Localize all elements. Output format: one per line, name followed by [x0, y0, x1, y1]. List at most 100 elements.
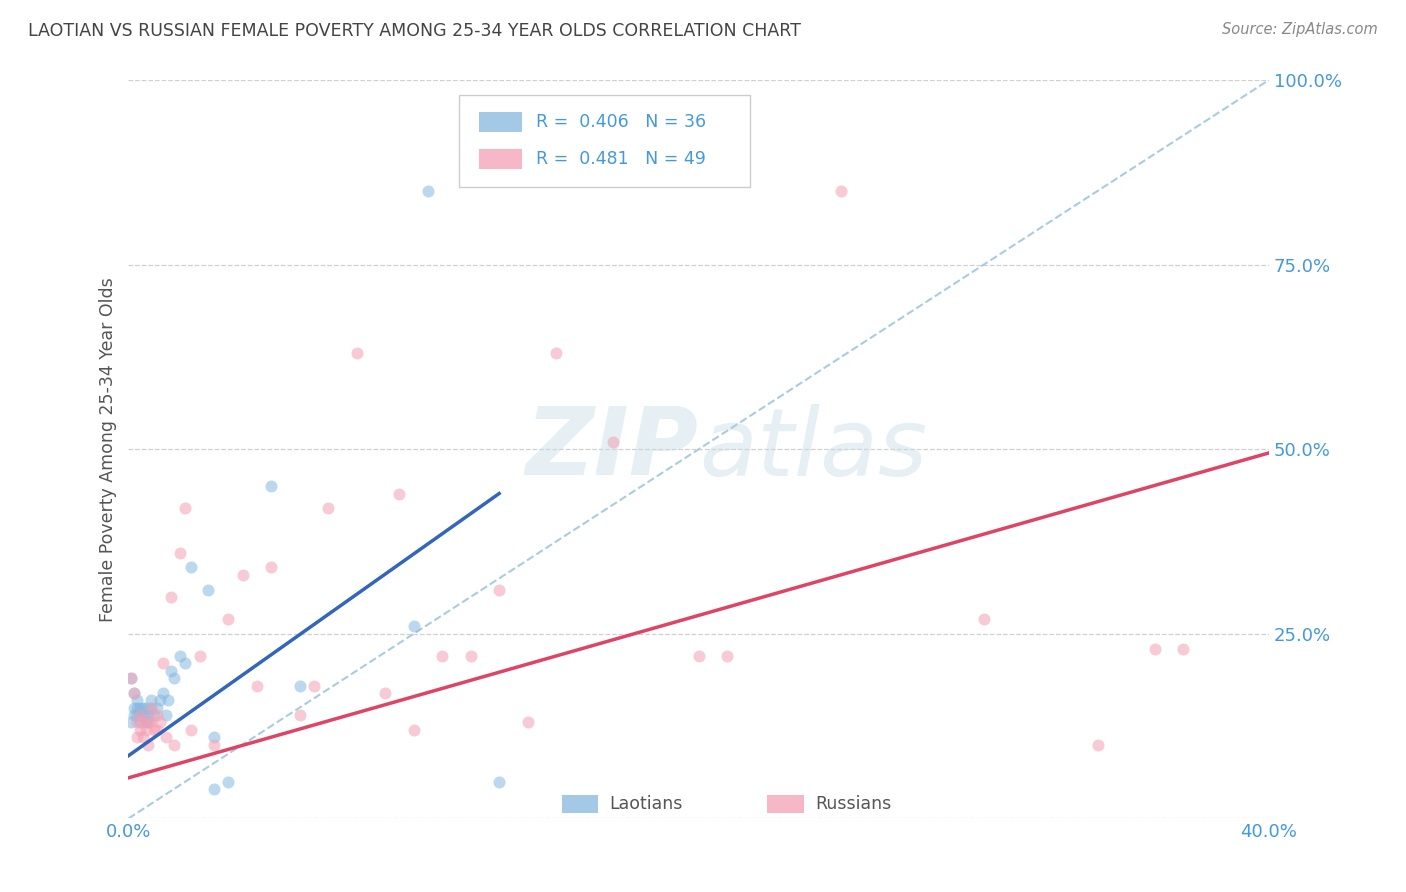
Point	[138, 715, 160, 730]
Point	[202, 738, 225, 752]
Point	[160, 590, 183, 604]
Point	[174, 501, 197, 516]
Point	[260, 560, 283, 574]
Point	[125, 708, 148, 723]
Point	[716, 648, 738, 663]
Text: Source: ZipAtlas.com: Source: ZipAtlas.com	[1222, 22, 1378, 37]
Point	[1173, 641, 1195, 656]
Point	[602, 434, 624, 449]
Point	[141, 693, 163, 707]
Point	[160, 664, 183, 678]
Text: Russians: Russians	[815, 795, 891, 813]
Point	[135, 715, 157, 730]
Point	[260, 479, 283, 493]
Point	[138, 738, 160, 752]
Point	[122, 700, 145, 714]
FancyBboxPatch shape	[768, 795, 804, 813]
Text: ZIP: ZIP	[526, 403, 699, 495]
Point	[246, 679, 269, 693]
Point	[174, 657, 197, 671]
Point	[346, 346, 368, 360]
Point	[152, 686, 174, 700]
Point	[546, 346, 568, 360]
Point	[120, 671, 142, 685]
Y-axis label: Female Poverty Among 25-34 Year Olds: Female Poverty Among 25-34 Year Olds	[100, 277, 117, 622]
Point	[155, 730, 177, 744]
Point	[231, 567, 253, 582]
Point	[132, 700, 155, 714]
Point	[688, 648, 710, 663]
Point	[141, 715, 163, 730]
Point	[180, 560, 202, 574]
Point	[132, 715, 155, 730]
Point	[135, 700, 157, 714]
Point	[125, 715, 148, 730]
Point	[141, 700, 163, 714]
Point	[132, 708, 155, 723]
Text: atlas: atlas	[699, 404, 927, 495]
Point	[128, 700, 150, 714]
Point	[402, 619, 425, 633]
Point	[125, 730, 148, 744]
Text: Laotians: Laotians	[610, 795, 683, 813]
Point	[316, 501, 339, 516]
FancyBboxPatch shape	[562, 795, 599, 813]
Point	[138, 715, 160, 730]
Point	[402, 723, 425, 737]
Point	[128, 715, 150, 730]
Point	[163, 738, 186, 752]
Point	[128, 708, 150, 723]
Text: R =  0.406   N = 36: R = 0.406 N = 36	[536, 113, 706, 131]
Point	[180, 723, 202, 737]
Point	[138, 708, 160, 723]
Point	[217, 612, 239, 626]
Point	[169, 648, 191, 663]
Point	[1143, 641, 1166, 656]
Point	[217, 774, 239, 789]
Point	[146, 708, 169, 723]
Point	[416, 184, 439, 198]
Point	[430, 648, 453, 663]
Text: LAOTIAN VS RUSSIAN FEMALE POVERTY AMONG 25-34 YEAR OLDS CORRELATION CHART: LAOTIAN VS RUSSIAN FEMALE POVERTY AMONG …	[28, 22, 801, 40]
Point	[288, 679, 311, 693]
Point	[125, 700, 148, 714]
Point	[143, 708, 166, 723]
Point	[152, 657, 174, 671]
Point	[125, 693, 148, 707]
Point	[202, 781, 225, 796]
Point	[155, 708, 177, 723]
Point	[516, 715, 538, 730]
Point	[202, 730, 225, 744]
Point	[1087, 738, 1109, 752]
Point	[143, 723, 166, 737]
Point	[302, 679, 325, 693]
Point	[188, 648, 211, 663]
FancyBboxPatch shape	[478, 112, 522, 132]
Point	[146, 723, 169, 737]
Point	[149, 715, 172, 730]
Point	[488, 774, 510, 789]
Point	[122, 708, 145, 723]
Point	[973, 612, 995, 626]
Point	[122, 686, 145, 700]
FancyBboxPatch shape	[478, 149, 522, 169]
Point	[374, 686, 396, 700]
Text: R =  0.481   N = 49: R = 0.481 N = 49	[536, 150, 706, 168]
Point	[120, 715, 142, 730]
Point	[132, 730, 155, 744]
Point	[120, 671, 142, 685]
Point	[149, 693, 172, 707]
Point	[128, 723, 150, 737]
Point	[128, 708, 150, 723]
Point	[288, 708, 311, 723]
Point	[169, 546, 191, 560]
FancyBboxPatch shape	[460, 95, 749, 187]
Point	[163, 671, 186, 685]
Point	[135, 723, 157, 737]
Point	[146, 700, 169, 714]
Point	[141, 700, 163, 714]
Point	[122, 686, 145, 700]
Point	[197, 582, 219, 597]
Point	[830, 184, 852, 198]
Point	[388, 486, 411, 500]
